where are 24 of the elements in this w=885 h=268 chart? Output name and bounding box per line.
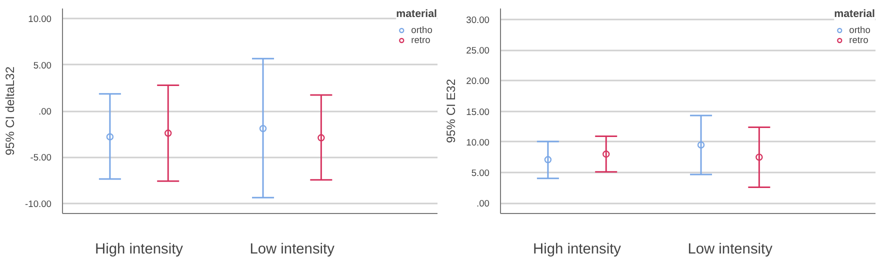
legend-label: ortho bbox=[849, 25, 870, 35]
y-tick-label: .00 bbox=[38, 106, 52, 116]
y-tick-label: 5.00 bbox=[33, 60, 52, 70]
y-tick-label: .00 bbox=[476, 198, 490, 209]
y-tick-label: 15.00 bbox=[466, 106, 490, 117]
x-tick-label: High intensity bbox=[533, 242, 622, 258]
y-tick-label: 25.00 bbox=[466, 46, 490, 56]
legend-label: ortho bbox=[411, 25, 432, 35]
legend-title: material bbox=[834, 8, 875, 20]
legend-label: retro bbox=[849, 35, 870, 45]
y-tick-label: -10.00 bbox=[25, 198, 52, 209]
y-tick-label: -5.00 bbox=[30, 152, 52, 163]
legend-title: material bbox=[396, 8, 437, 20]
y-axis-title: 95% CI E32 bbox=[444, 78, 458, 144]
y-tick-label: 10.00 bbox=[466, 137, 490, 148]
x-tick-label: Low intensity bbox=[688, 242, 774, 258]
legend-label: retro bbox=[411, 35, 432, 45]
y-tick-label: 5.00 bbox=[471, 168, 490, 178]
y-tick-label: 10.00 bbox=[28, 14, 52, 24]
x-tick-label: Low intensity bbox=[250, 242, 336, 258]
y-tick-label: 30.00 bbox=[466, 15, 490, 26]
y-axis-title: 95% CI deltaL32 bbox=[3, 66, 18, 156]
x-tick-label: High intensity bbox=[95, 242, 184, 258]
y-tick-label: 20.00 bbox=[466, 76, 490, 86]
